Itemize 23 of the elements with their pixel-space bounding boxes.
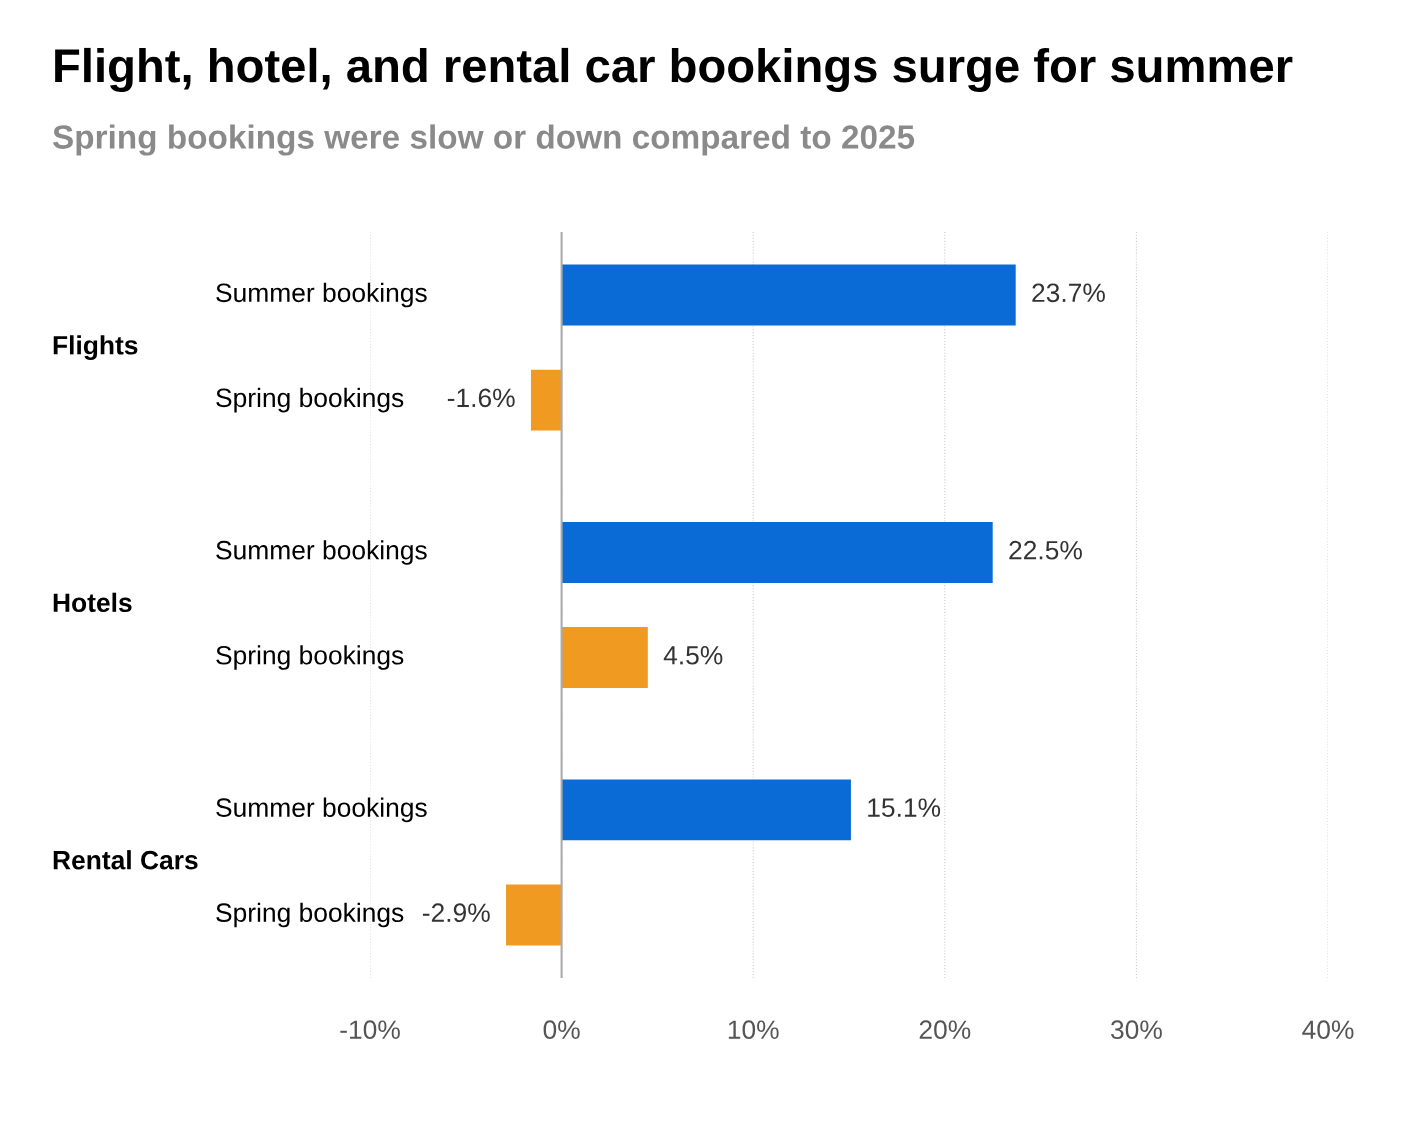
data-label: 23.7% xyxy=(1032,283,1105,303)
x-tick-label: 20% xyxy=(919,1020,971,1040)
text: Rental Cars xyxy=(53,850,198,870)
y-tick-label: Summer bookings xyxy=(216,797,427,823)
y-tick-label: Spring bookings xyxy=(216,645,404,670)
x-tick-label: 0% xyxy=(543,1020,580,1040)
x-tick-label: -10% xyxy=(340,1020,400,1040)
data-label: 22.5% xyxy=(1009,540,1082,560)
x-tick-label: 40% xyxy=(1302,1020,1354,1040)
data-label: -1.6% xyxy=(447,388,515,408)
text: Flights xyxy=(53,335,138,360)
x-tick-label: 10% xyxy=(728,1020,779,1040)
y-tick-label: Summer bookings xyxy=(216,540,427,565)
chart-subtitle: Spring bookings were slow or down compared to 2025 xyxy=(52,124,915,156)
chart-title: Flight, hotel, and rental car bookings surge for summer xyxy=(55,47,1293,93)
data-label: -2.9% xyxy=(422,903,490,923)
data-label: 15.1% xyxy=(868,798,941,817)
y-tick-label: Summer bookings xyxy=(216,282,427,308)
y-tick-label: Spring bookings xyxy=(216,387,404,413)
y-tick-label: Spring bookings xyxy=(216,902,404,928)
x-tick-label: 30% xyxy=(1111,1020,1162,1040)
text: Hotels xyxy=(53,592,132,613)
data-label: 4.5% xyxy=(663,646,723,665)
